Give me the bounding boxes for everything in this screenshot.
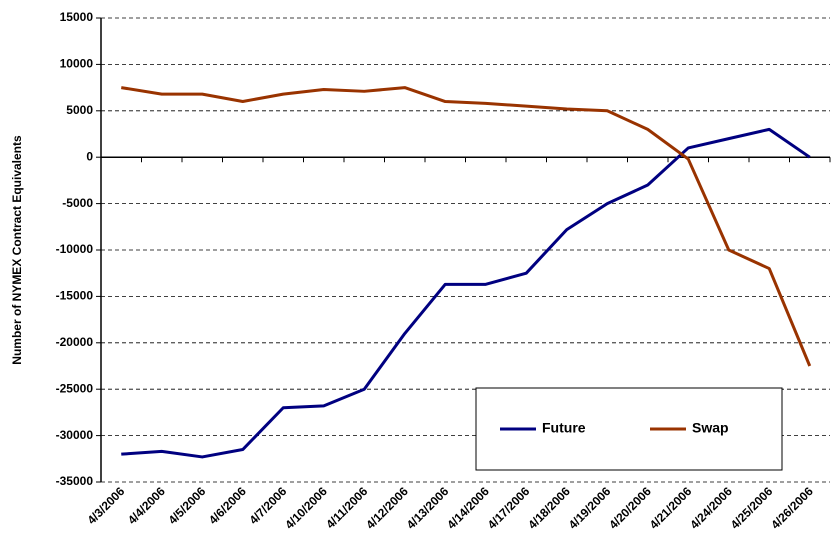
x-tick-label: 4/18/2006 — [525, 484, 573, 532]
legend-label: Future — [542, 420, 586, 436]
x-tick-label: 4/6/2006 — [206, 484, 249, 527]
x-tick-label: 4/10/2006 — [282, 484, 330, 532]
x-tick-label: 4/12/2006 — [363, 484, 411, 532]
y-tick-label: -20000 — [56, 335, 94, 349]
y-tick-label: -35000 — [56, 474, 94, 488]
y-tick-label: -15000 — [56, 289, 94, 303]
y-tick-label: -5000 — [62, 196, 93, 210]
x-tick-label: 4/17/2006 — [485, 484, 533, 532]
y-tick-label: -25000 — [56, 381, 94, 395]
x-tick-label: 4/24/2006 — [687, 484, 735, 532]
x-tick-label: 4/21/2006 — [647, 484, 695, 532]
x-tick-label: 4/5/2006 — [165, 484, 208, 527]
x-tick-label: 4/20/2006 — [606, 484, 654, 532]
x-tick-label: 4/13/2006 — [404, 484, 452, 532]
x-tick-label: 4/26/2006 — [768, 484, 816, 532]
x-tick-label: 4/25/2006 — [728, 484, 776, 532]
x-tick-label: 4/19/2006 — [566, 484, 614, 532]
y-tick-label: 0 — [86, 149, 93, 163]
x-tick-label: 4/4/2006 — [125, 484, 168, 527]
y-tick-label: 5000 — [66, 103, 93, 117]
y-tick-label: -10000 — [56, 242, 94, 256]
y-tick-label: 15000 — [60, 10, 94, 24]
legend-label: Swap — [692, 420, 729, 436]
y-tick-label: -30000 — [56, 428, 94, 442]
series-line — [121, 86, 812, 367]
x-tick-label: 4/14/2006 — [444, 484, 492, 532]
x-tick-label: 4/11/2006 — [323, 484, 370, 531]
y-tick-label: 10000 — [60, 57, 94, 71]
x-tick-label: 4/3/2006 — [84, 484, 127, 527]
y-axis-label: Number of NYMEX Contract Equivalents — [10, 135, 24, 365]
series-line — [121, 127, 811, 459]
